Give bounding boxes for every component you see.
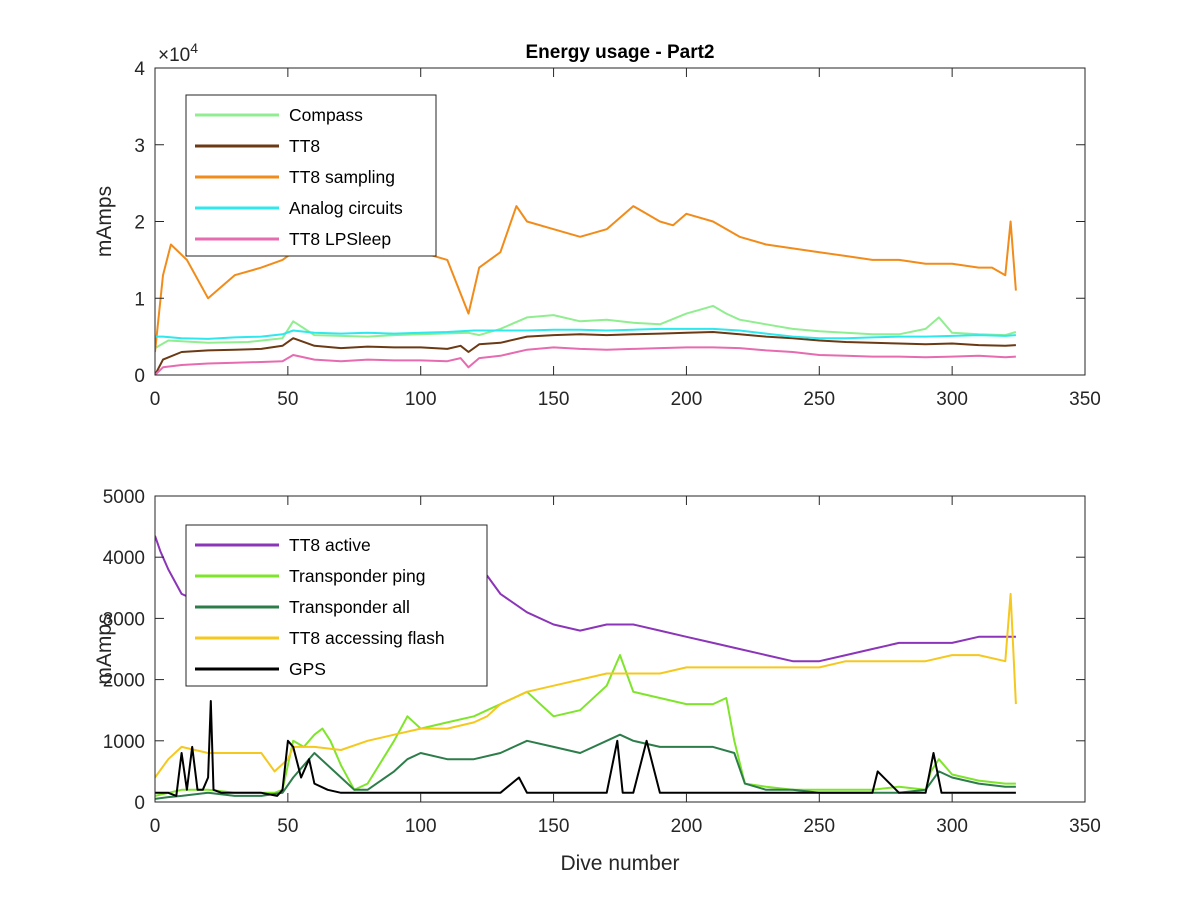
legend-label-compass: Compass [289, 105, 363, 125]
y-tick-label: 3 [134, 136, 145, 157]
legend-label-tt8-sampling: TT8 sampling [289, 167, 395, 187]
legend-label-tt8: TT8 [289, 136, 320, 156]
y-tick-label: 4000 [103, 548, 145, 569]
series-line-analog-circuits [155, 327, 1016, 340]
x-axis-label: Dive number [560, 852, 679, 875]
legend-label-transponder-all: Transponder all [289, 597, 410, 617]
series-line-transponder-ping [155, 654, 1016, 797]
legend-label-gps: GPS [289, 659, 326, 679]
x-tick-label: 50 [277, 389, 298, 410]
legend-label-tt8-active: TT8 active [289, 535, 371, 555]
legend-label-analog-circuits: Analog circuits [289, 198, 403, 218]
x-tick-label: 300 [936, 389, 968, 410]
series-line-tt8 [155, 331, 1016, 375]
x-tick-label: 0 [150, 389, 161, 410]
x-tick-label: 100 [405, 389, 437, 410]
bottom-energy-chart: 0 50 100 150 200 250 300 350 0 1000 2000 3000 4000 50… [93, 487, 1101, 875]
x-tick-label: 0 [150, 816, 161, 837]
series-line-gps [155, 700, 1016, 797]
series-line-tt8-accessing-flash [155, 592, 1017, 779]
x-tick-label: 150 [538, 816, 570, 837]
y-tick-label: 2 [134, 213, 145, 234]
series-line-tt8-lpsleep [155, 346, 1016, 375]
y-tick-label: 3000 [103, 609, 145, 630]
x-tick-label: 350 [1069, 389, 1101, 410]
x-tick-label: 350 [1069, 816, 1101, 837]
y-tick-label: 1000 [103, 732, 145, 753]
axes-frame [154, 495, 1086, 803]
x-tick-label: 300 [936, 816, 968, 837]
x-tick-label: 250 [803, 816, 835, 837]
y-tick-label: 4 [134, 59, 145, 80]
x-tick-label: 200 [671, 389, 703, 410]
x-tick-label: 50 [277, 816, 298, 837]
series-lines [155, 205, 1017, 375]
y-tick-label: 0 [134, 793, 145, 814]
legend: Compass TT8 TT8 sampling Analog circuits TT8… [185, 94, 437, 257]
series-line-transponder-all [155, 733, 1016, 800]
y-tick-label: 0 [134, 366, 145, 387]
y-tick-label: 2000 [103, 671, 145, 692]
legend: TT8 active Transponder ping Transponder al… [185, 524, 488, 687]
x-tick-label: 200 [671, 816, 703, 837]
x-tick-label: 150 [538, 389, 570, 410]
x-tick-label: 100 [405, 816, 437, 837]
legend-label-tt8-accessing-flash: TT8 accessing flash [289, 628, 445, 648]
y-axis-label: mAmps [93, 613, 116, 684]
y-tick-label: 5000 [103, 487, 145, 508]
y-axis-label: mAmps [93, 186, 116, 257]
x-tick-label: 250 [803, 389, 835, 410]
series-line-tt8-sampling [155, 205, 1017, 353]
legend-label-tt8-lpsleep: TT8 LPSleep [289, 229, 391, 249]
y-tick-label: 1 [134, 289, 145, 310]
y-exponent-power: 4 [190, 40, 198, 56]
legend-label-transponder-ping: Transponder ping [289, 566, 426, 586]
chart-title: Energy usage - Part2 [525, 42, 714, 63]
